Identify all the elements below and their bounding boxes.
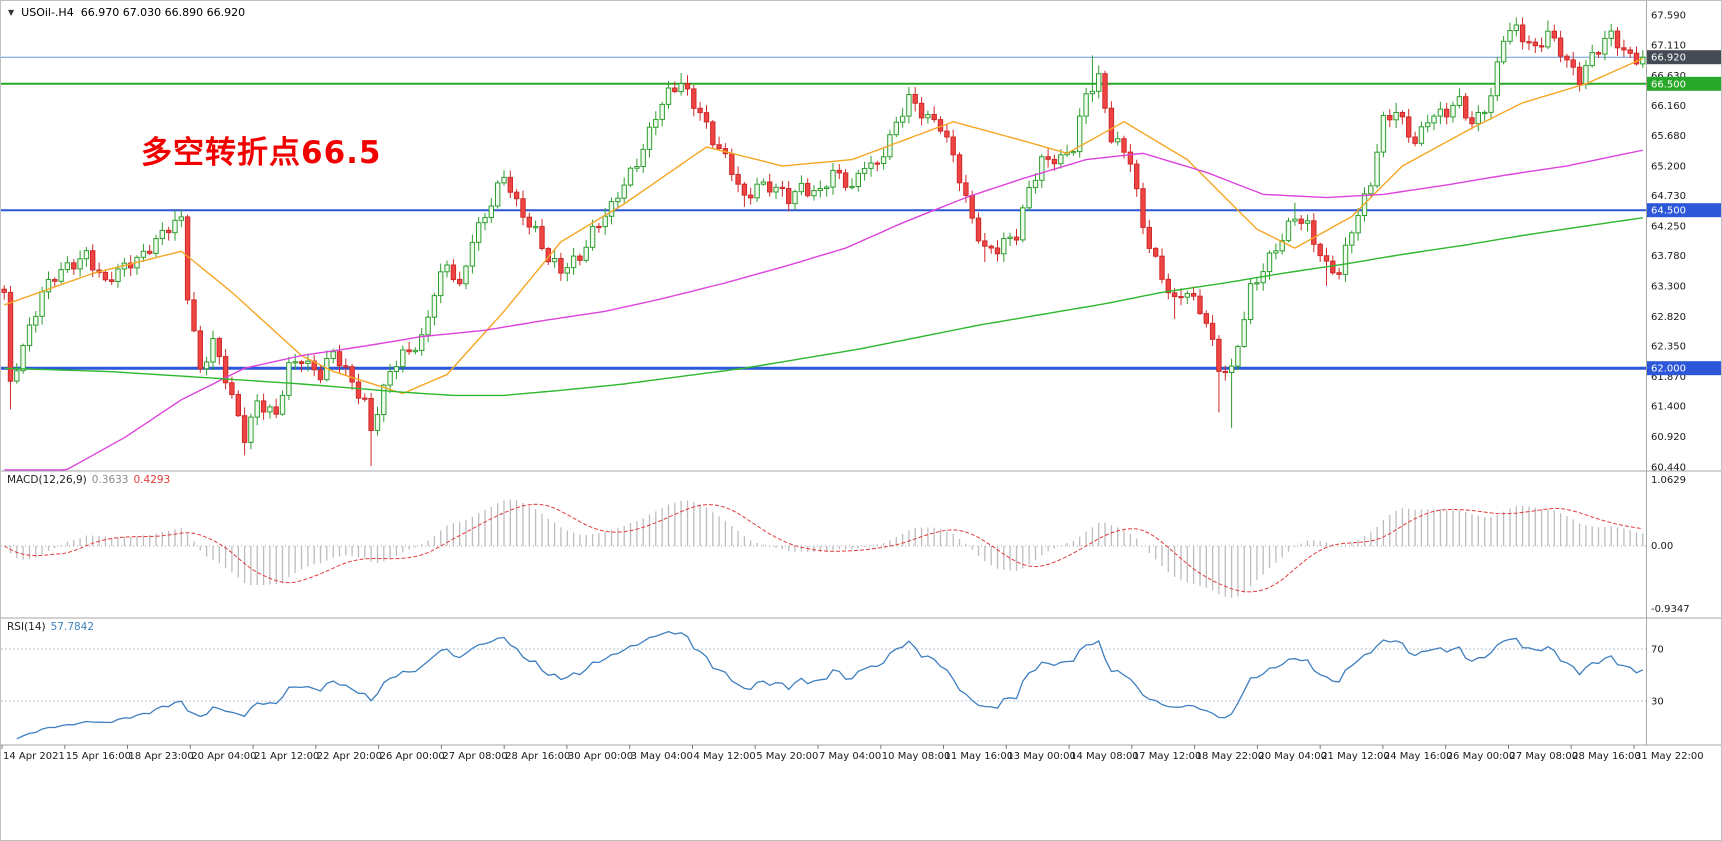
svg-text:14 Apr 2021: 14 Apr 2021	[3, 751, 65, 762]
svg-text:26 Apr 00:00: 26 Apr 00:00	[380, 751, 445, 762]
ohlc-readout: 66.970 67.030 66.890 66.920	[80, 6, 246, 19]
svg-text:65.680: 65.680	[1651, 131, 1686, 142]
macd-histogram	[9, 499, 1644, 598]
svg-text:22 Apr 20:00: 22 Apr 20:00	[317, 751, 382, 762]
panel-separators	[1, 1, 1721, 746]
svg-text:60.920: 60.920	[1651, 432, 1686, 443]
svg-text:13 May 00:00: 13 May 00:00	[1007, 751, 1076, 762]
svg-text:21 May 12:00: 21 May 12:00	[1321, 751, 1390, 762]
svg-text:66.630: 66.630	[1651, 71, 1686, 82]
svg-text:64.250: 64.250	[1651, 222, 1686, 233]
svg-text:64.500: 64.500	[1651, 206, 1686, 217]
svg-text:10 May 08:00: 10 May 08:00	[882, 751, 951, 762]
chart-text-annotation[interactable]: 多空转折点66.5	[141, 135, 382, 171]
svg-text:17 May 12:00: 17 May 12:00	[1133, 751, 1202, 762]
candles-layer	[1, 17, 1646, 467]
svg-text:20 Apr 04:00: 20 Apr 04:00	[191, 751, 256, 762]
ma-fast-orange	[3, 57, 1644, 395]
rsi-value: 57.7842	[50, 621, 95, 633]
svg-text:62.820: 62.820	[1651, 312, 1686, 323]
svg-text:66.920: 66.920	[1651, 53, 1686, 64]
ma-slow-green	[4, 217, 1643, 397]
rsi-line	[16, 630, 1644, 740]
svg-text:61.870: 61.870	[1651, 372, 1686, 383]
ma-mid-magenta	[4, 149, 1643, 471]
svg-text:28 Apr 16:00: 28 Apr 16:00	[505, 751, 570, 762]
svg-text:61.400: 61.400	[1651, 402, 1686, 413]
svg-text:62.000: 62.000	[1651, 364, 1686, 375]
svg-text:20 May 04:00: 20 May 04:00	[1258, 751, 1327, 762]
macd-signal-line	[3, 503, 1643, 593]
rsi-scale-label: 30	[1651, 697, 1664, 708]
svg-text:3 May 04:00: 3 May 04:00	[631, 751, 693, 762]
svg-text:14 May 08:00: 14 May 08:00	[1070, 751, 1139, 762]
horizontal-level-lines[interactable]	[1, 56, 1646, 370]
macd-scale[interactable]: 1.0629 0.00 -0.9347	[1651, 475, 1690, 615]
rsi-name: RSI(14)	[7, 621, 46, 633]
svg-text:11 May 16:00: 11 May 16:00	[945, 751, 1014, 762]
svg-text:31 May 22:00: 31 May 22:00	[1635, 751, 1704, 762]
svg-text:21 Apr 12:00: 21 Apr 12:00	[254, 751, 319, 762]
svg-text:7 May 04:00: 7 May 04:00	[819, 751, 881, 762]
svg-text:-0.9347: -0.9347	[1651, 604, 1690, 615]
svg-text:64.730: 64.730	[1651, 191, 1686, 202]
svg-text:67.590: 67.590	[1651, 10, 1686, 21]
svg-text:26 May 00:00: 26 May 00:00	[1447, 751, 1516, 762]
macd-indicator-label: MACD(12,26,9) 0.3633 0.4293	[7, 474, 170, 486]
svg-text:4 May 12:00: 4 May 12:00	[694, 751, 756, 762]
svg-text:60.440: 60.440	[1651, 462, 1686, 473]
price-scale[interactable]: 67.590 67.110 66.630 66.160 65.680 65.200 64.7…	[1651, 10, 1686, 473]
svg-text:28 May 16:00: 28 May 16:00	[1572, 751, 1641, 762]
svg-text:63.300: 63.300	[1651, 282, 1686, 293]
chart-title: ▼ USOil-.H4 66.970 67.030 66.890 66.920	[8, 6, 245, 19]
svg-text:15 Apr 16:00: 15 Apr 16:00	[66, 751, 131, 762]
macd-name: MACD(12,26,9)	[7, 474, 87, 486]
svg-text:66.160: 66.160	[1651, 101, 1686, 112]
svg-text:27 Apr 08:00: 27 Apr 08:00	[442, 751, 507, 762]
rsi-indicator-label: RSI(14) 57.7842	[7, 621, 94, 633]
svg-text:0.00: 0.00	[1651, 541, 1673, 552]
svg-text:62.350: 62.350	[1651, 342, 1686, 353]
svg-text:30 Apr 00:00: 30 Apr 00:00	[568, 751, 633, 762]
symbol-period-label: USOil-.H4	[21, 6, 74, 19]
svg-text:66.500: 66.500	[1651, 79, 1686, 90]
price-badges: 66.920 66.500 64.500 62.000	[1647, 50, 1721, 376]
symbol-dropdown-icon[interactable]: ▼	[8, 8, 15, 17]
svg-text:67.110: 67.110	[1651, 41, 1686, 52]
svg-text:18 May 22:00: 18 May 22:00	[1196, 751, 1265, 762]
svg-text:65.200: 65.200	[1651, 162, 1686, 173]
rsi-scale-label: 70	[1651, 645, 1664, 656]
macd-main-value: 0.3633	[91, 474, 129, 486]
svg-text:1.0629: 1.0629	[1651, 475, 1686, 486]
svg-text:5 May 20:00: 5 May 20:00	[756, 751, 818, 762]
svg-text:63.780: 63.780	[1651, 251, 1686, 262]
macd-signal-value: 0.4293	[133, 474, 171, 486]
svg-text:18 Apr 23:00: 18 Apr 23:00	[129, 751, 194, 762]
svg-text:24 May 16:00: 24 May 16:00	[1384, 751, 1453, 762]
svg-text:27 May 08:00: 27 May 08:00	[1510, 751, 1579, 762]
